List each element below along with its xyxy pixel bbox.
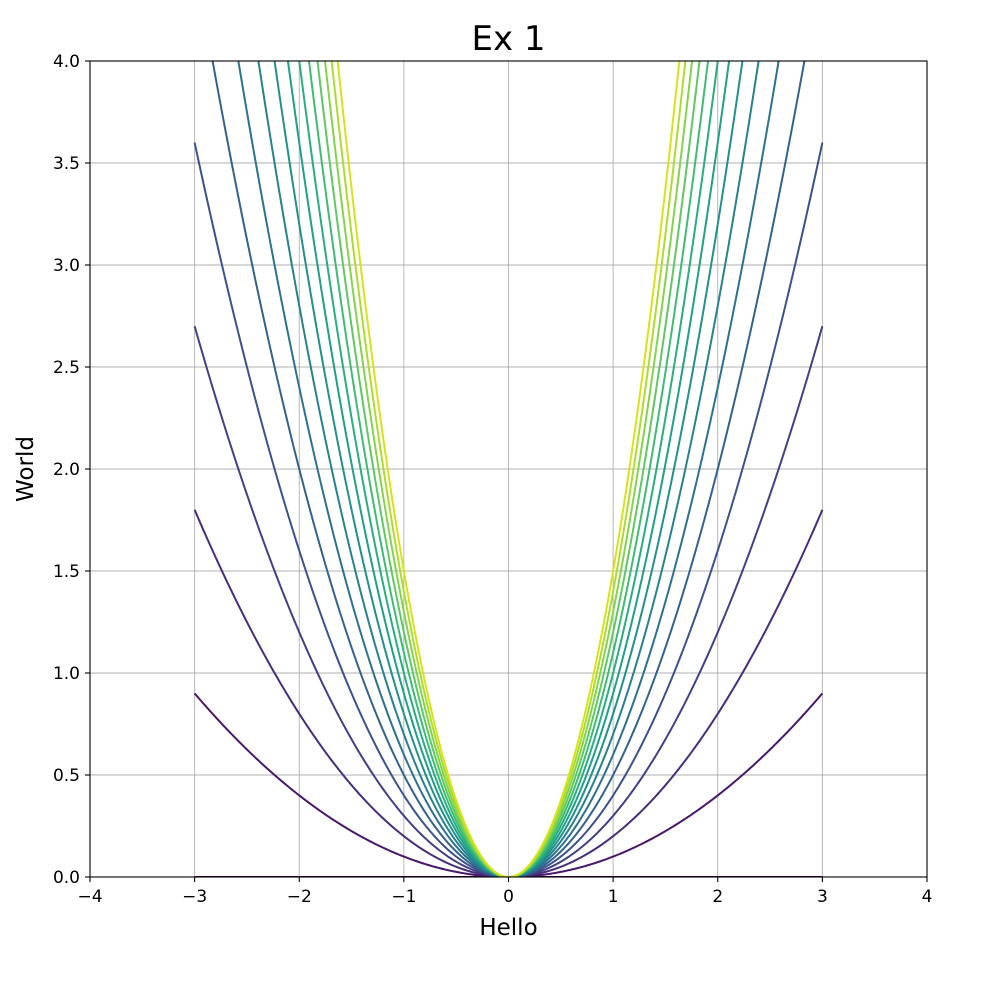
y-tick-label: 0.5 bbox=[53, 766, 80, 786]
y-tick-label: 1.5 bbox=[53, 562, 80, 582]
y-tick-label: 1.0 bbox=[53, 664, 80, 684]
series-line bbox=[193, 692, 824, 877]
x-tick-label: 0 bbox=[503, 887, 514, 907]
y-tick-label: 4.0 bbox=[53, 52, 80, 72]
series-line bbox=[286, 61, 731, 877]
series-group bbox=[193, 61, 824, 877]
x-axis-label: Hello bbox=[479, 915, 537, 941]
y-tick-label: 3.0 bbox=[53, 256, 80, 276]
x-tick-label: −1 bbox=[391, 887, 416, 907]
x-tick-label: 2 bbox=[712, 887, 723, 907]
x-tick-label: 3 bbox=[817, 887, 828, 907]
chart-title: Ex 1 bbox=[471, 19, 545, 59]
y-tick-label: 2.5 bbox=[53, 358, 80, 378]
series-line bbox=[193, 509, 824, 877]
series-line bbox=[211, 61, 806, 877]
series-line bbox=[257, 61, 760, 877]
x-tick-label: 4 bbox=[922, 887, 933, 907]
grid bbox=[89, 60, 928, 878]
y-tick-label: 2.0 bbox=[53, 460, 80, 480]
series-line bbox=[193, 325, 824, 877]
x-tick-label: −2 bbox=[287, 887, 312, 907]
ticks: −4 −3 −2 −1 0 1 2 3 4 0.0 0.5 1.0 1.5 2.0 2.5 3.0 3.5 4.0 bbox=[53, 52, 932, 907]
series-line bbox=[193, 142, 824, 877]
series-line bbox=[273, 61, 744, 877]
x-tick-label: −4 bbox=[77, 887, 102, 907]
x-tick-label: 1 bbox=[608, 887, 619, 907]
y-axis-label: World bbox=[13, 436, 39, 502]
series-line bbox=[237, 61, 780, 877]
x-tick-label: −3 bbox=[182, 887, 207, 907]
y-tick-label: 0.0 bbox=[53, 868, 80, 888]
y-tick-label: 3.5 bbox=[53, 154, 80, 174]
